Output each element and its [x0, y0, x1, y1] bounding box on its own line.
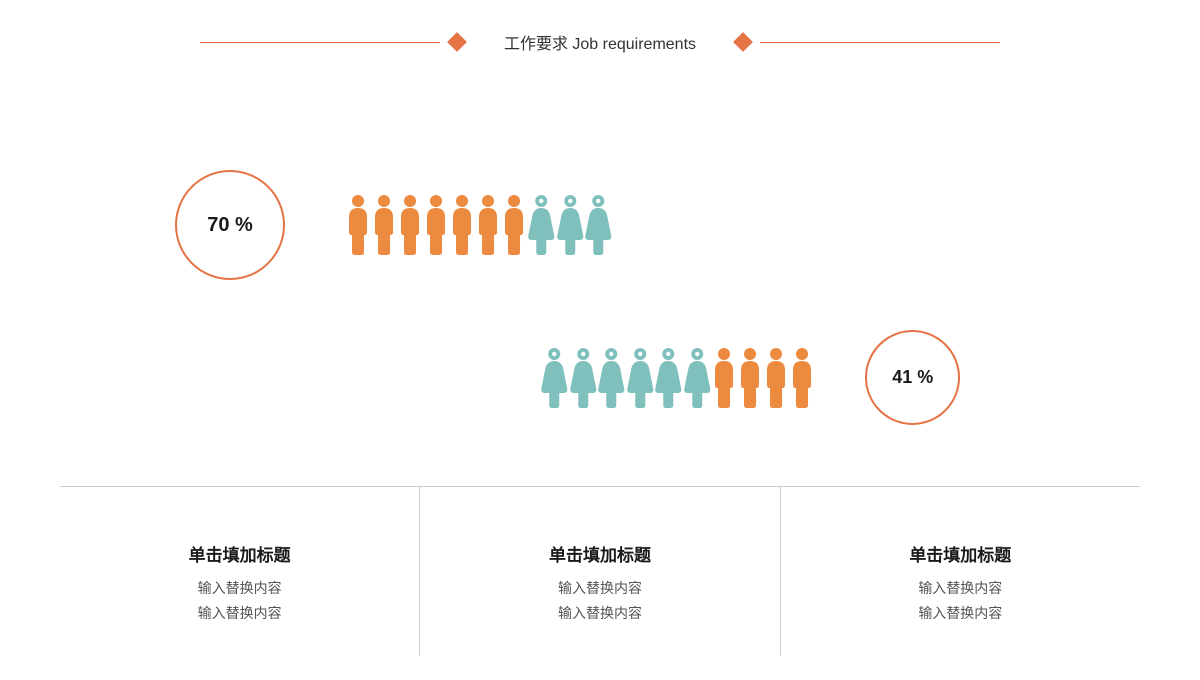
person-female-icon — [654, 347, 683, 409]
percent-value-1: 70 % — [207, 214, 253, 237]
percent-badge-2: 41 % — [865, 330, 960, 425]
header-line-right — [760, 42, 1000, 43]
column-3-line2: 输入替换内容 — [781, 601, 1140, 626]
people-group-2 — [540, 347, 815, 409]
person-female-icon — [569, 347, 598, 409]
person-male-icon — [737, 347, 763, 409]
person-male-icon — [501, 194, 527, 256]
stat-row-1: 70 % — [175, 170, 613, 280]
column-1: 单击填加标题 输入替换内容 输入替换内容 — [60, 486, 419, 656]
percent-badge-1: 70 % — [175, 170, 285, 280]
person-female-icon — [597, 347, 626, 409]
person-female-icon — [584, 194, 613, 256]
column-3-title: 单击填加标题 — [781, 541, 1140, 566]
columns-container: 单击填加标题 输入替换内容 输入替换内容 单击填加标题 输入替换内容 输入替换内… — [60, 486, 1140, 656]
person-male-icon — [763, 347, 789, 409]
person-male-icon — [423, 194, 449, 256]
column-2-title: 单击填加标题 — [420, 541, 779, 566]
stat-row-2: 41 % — [540, 330, 960, 425]
person-male-icon — [371, 194, 397, 256]
header-diamond-left — [447, 32, 467, 52]
person-female-icon — [540, 347, 569, 409]
people-group-1 — [345, 194, 613, 256]
person-male-icon — [789, 347, 815, 409]
column-1-line1: 输入替换内容 — [60, 576, 419, 601]
person-male-icon — [449, 194, 475, 256]
column-1-title: 单击填加标题 — [60, 541, 419, 566]
column-2-line1: 输入替换内容 — [420, 576, 779, 601]
column-3-line1: 输入替换内容 — [781, 576, 1140, 601]
column-2: 单击填加标题 输入替换内容 输入替换内容 — [419, 486, 779, 656]
column-3: 单击填加标题 输入替换内容 输入替换内容 — [780, 486, 1140, 656]
person-male-icon — [475, 194, 501, 256]
person-male-icon — [397, 194, 423, 256]
person-male-icon — [345, 194, 371, 256]
person-female-icon — [556, 194, 585, 256]
header-diamond-right — [733, 32, 753, 52]
header-line-left — [200, 42, 440, 43]
person-female-icon — [683, 347, 712, 409]
person-female-icon — [626, 347, 655, 409]
person-female-icon — [527, 194, 556, 256]
header: 工作要求 Job requirements — [0, 30, 1200, 54]
page-title: 工作要求 Job requirements — [504, 30, 696, 54]
column-1-line2: 输入替换内容 — [60, 601, 419, 626]
column-2-line2: 输入替换内容 — [420, 601, 779, 626]
percent-value-2: 41 % — [892, 367, 933, 388]
person-male-icon — [711, 347, 737, 409]
